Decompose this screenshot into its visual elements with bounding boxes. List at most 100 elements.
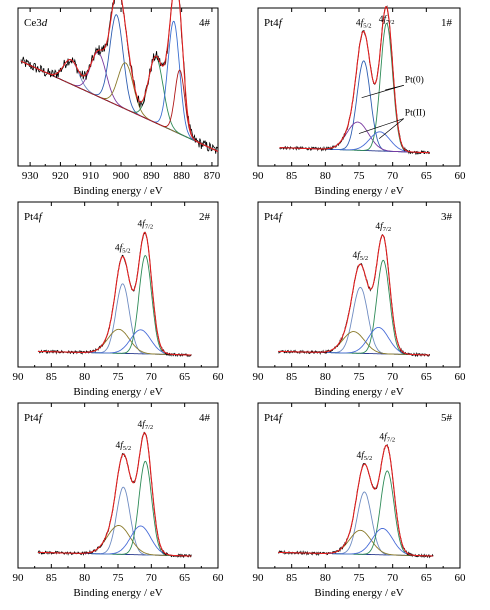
x-tick-label: 90 <box>13 572 25 584</box>
panel-label-italic: f <box>279 17 284 29</box>
fit-envelope <box>38 432 192 557</box>
x-tick-label: 870 <box>204 170 221 182</box>
peak-annotation: 4f7/2 <box>137 419 153 431</box>
panel-label: Pt4f <box>24 412 44 424</box>
x-axis-label: Binding energy / eV <box>314 185 403 197</box>
panel-label-main: Pt4 <box>24 412 39 424</box>
x-tick-label: 85 <box>286 572 298 584</box>
x-tick-label: 910 <box>82 170 99 182</box>
plot-frame <box>17 402 219 569</box>
x-tick-label: 880 <box>173 170 190 182</box>
x-tick-label: 85 <box>46 371 58 383</box>
x-tick-label: 75 <box>113 371 125 383</box>
sample-label: 2# <box>199 211 211 223</box>
plot-frame <box>257 402 461 569</box>
panel-pt3: 90 85 80 75 70 65 60 Binding energy / eV Pt4f 3# 4… <box>253 201 466 398</box>
panel-label: Pt4f <box>264 412 284 424</box>
component-peak-4 <box>38 525 192 557</box>
x-tick-label: 75 <box>354 170 366 182</box>
annotation-leader <box>358 118 404 134</box>
fit-envelope <box>279 5 430 154</box>
panel-label-main: Pt4 <box>264 211 279 223</box>
x-tick-label: 890 <box>143 170 160 182</box>
x-tick-label: 80 <box>320 170 332 182</box>
panel-label-italic: d <box>42 17 48 29</box>
panel-label: Pt4f <box>264 17 284 29</box>
x-tick-label: 75 <box>354 371 366 383</box>
panel-label: Ce3d <box>24 17 48 29</box>
x-tick-label: 90 <box>253 170 265 182</box>
panel-pt2: 90 85 80 75 70 65 60 Binding energy / eV Pt4f 2# 4… <box>13 201 225 398</box>
plot-frame <box>17 201 219 368</box>
x-tick-label: 80 <box>320 371 332 383</box>
x-tick-label: 80 <box>79 572 91 584</box>
x-axis-label: Binding energy / eV <box>73 185 162 197</box>
x-tick-label: 90 <box>13 371 25 383</box>
fit-envelope <box>38 231 192 356</box>
x-tick-label: 60 <box>213 371 225 383</box>
x-tick-label: 75 <box>354 572 366 584</box>
x-tick-label: 80 <box>320 572 332 584</box>
sample-label: 1# <box>441 17 453 29</box>
peak-annotation: 4f5/2 <box>357 450 373 462</box>
component-peak-3 <box>278 470 434 557</box>
state-annotation: Pt(0) <box>405 74 424 85</box>
plot-frame <box>257 201 461 368</box>
peak-annotation: 4f5/2 <box>115 243 131 255</box>
x-tick-label: 85 <box>286 371 298 383</box>
component-peak-2 <box>20 51 219 152</box>
x-tick-label: 70 <box>387 371 399 383</box>
panel-label-main: Pt4 <box>24 211 39 223</box>
x-tick-label: 900 <box>113 170 130 182</box>
peak-annotation: 4f5/2 <box>115 440 131 452</box>
panel-label-main: Ce3 <box>24 17 42 29</box>
x-axis-label: Binding energy / eV <box>314 386 403 398</box>
x-tick-label: 65 <box>421 170 433 182</box>
x-tick-label: 70 <box>387 572 399 584</box>
fit-envelope <box>278 234 430 356</box>
x-tick-label: 65 <box>179 371 191 383</box>
component-peak-3 <box>38 460 192 557</box>
x-tick-label: 65 <box>179 572 191 584</box>
panel-label-italic: f <box>39 412 44 424</box>
panel-pt1: 90 85 80 75 70 65 60 Binding energy / eV Pt4f 1# 4… <box>253 5 467 197</box>
panel-label-main: Pt4 <box>264 17 279 29</box>
x-tick-label: 60 <box>213 572 225 584</box>
panel-pt4: 90 85 80 75 70 65 60 Binding energy / eV Pt4f 4# 4… <box>13 402 225 599</box>
component-peak-2 <box>278 529 434 557</box>
peak-annotation: 4f7/2 <box>375 221 391 233</box>
x-tick-label: 60 <box>455 170 467 182</box>
x-tick-label: 60 <box>455 572 467 584</box>
x-tick-label: 930 <box>22 170 39 182</box>
panel-label-main: Pt4 <box>264 412 279 424</box>
x-tick-label: 80 <box>79 371 91 383</box>
component-peak-6 <box>20 20 219 152</box>
component-peak-4 <box>279 131 430 154</box>
x-axis-label: Binding energy / eV <box>314 587 403 599</box>
panel-pt5: 90 85 80 75 70 65 60 Binding energy / eV Pt4f 5# 4… <box>253 402 467 599</box>
panel-label-italic: f <box>279 211 284 223</box>
panel-label: Pt4f <box>24 211 44 223</box>
x-tick-label: 75 <box>113 572 125 584</box>
x-tick-label: 65 <box>421 572 433 584</box>
component-peak-1 <box>278 286 430 356</box>
component-peak-2 <box>38 328 192 356</box>
panel-label-italic: f <box>279 412 284 424</box>
x-tick-label: 920 <box>52 170 69 182</box>
x-tick-label: 65 <box>421 371 433 383</box>
plot-frame <box>257 7 461 167</box>
sample-label: 4# <box>199 17 211 29</box>
plot-frame <box>17 7 219 167</box>
fit-envelope <box>20 0 219 152</box>
component-peak-2 <box>38 525 192 557</box>
peak-annotation: 4f5/2 <box>352 250 368 262</box>
component-peak-4 <box>38 329 192 356</box>
component-peak-3 <box>38 254 192 356</box>
x-tick-label: 90 <box>253 371 265 383</box>
x-tick-label: 70 <box>146 572 158 584</box>
sample-label: 5# <box>441 412 453 424</box>
peak-annotation: 4f7/2 <box>137 218 153 230</box>
peak-annotation: 4f7/2 <box>379 431 395 443</box>
fit-envelope <box>278 444 434 557</box>
